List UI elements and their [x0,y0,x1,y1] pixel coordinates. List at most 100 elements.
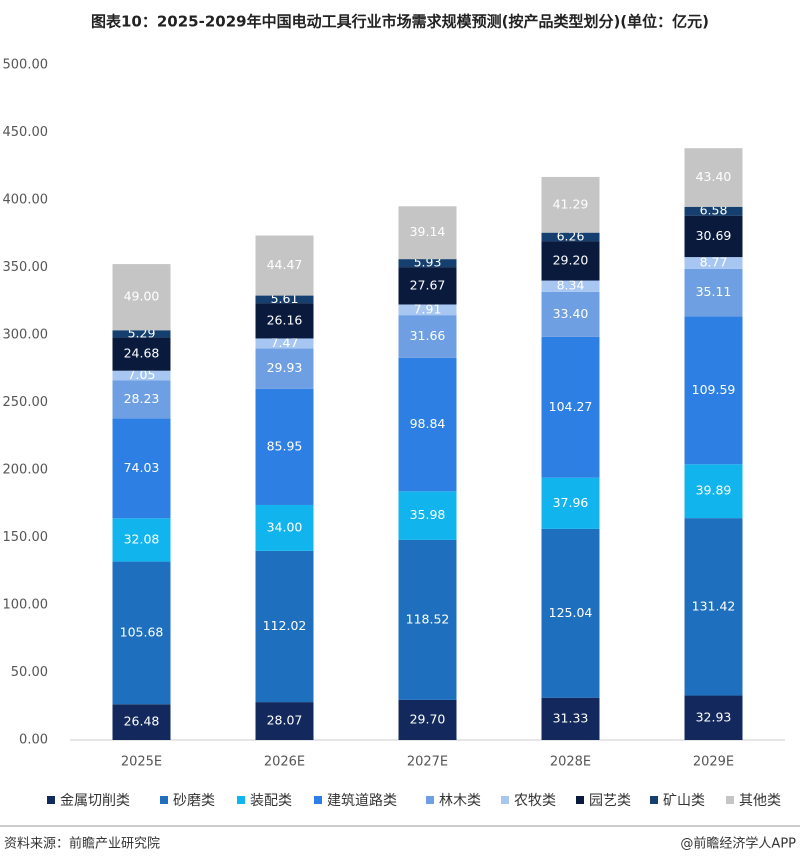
value-label: 32.08 [124,531,160,546]
value-label: 32.93 [696,709,732,724]
legend-label: 其他类 [739,793,781,809]
bar-segment [684,268,743,317]
bar-segment [541,528,600,698]
value-label: 31.33 [553,710,589,725]
bar-segment [112,330,171,338]
bar-segment [255,348,314,389]
x-tick-label: 2029E [693,755,734,770]
bar-segment [255,295,314,304]
value-label: 85.95 [267,438,303,453]
legend-label: 矿山类 [663,793,705,809]
value-label: 28.07 [267,713,303,728]
chart-title: 图表10：2025-2029年中国电动工具行业市场需求规模预测(按产品类型划分)… [91,13,709,31]
bar-segment [541,241,600,281]
bar-segment [112,380,171,419]
value-label: 8.77 [700,255,728,270]
y-tick-label: 500.00 [3,58,49,73]
value-label: 30.69 [696,228,732,243]
value-label: 26.48 [124,714,160,729]
value-label: 109.59 [692,382,736,397]
value-label: 31.66 [410,328,446,343]
value-label: 112.02 [263,618,307,633]
value-label: 35.11 [696,284,732,299]
legend-label: 农牧类 [514,793,556,809]
y-tick-label: 300.00 [3,328,49,343]
y-tick-label: 200.00 [3,463,49,478]
legend-swatch [726,796,734,804]
bar-segment [112,337,171,371]
legend-swatch [426,796,434,804]
value-label: 131.42 [692,598,736,613]
bar-segment [112,418,171,519]
legend-swatch [237,796,245,804]
value-label: 74.03 [124,460,160,475]
y-tick-label: 250.00 [3,395,49,410]
value-label: 37.96 [553,495,589,510]
bar-segment [684,257,743,269]
bar-segment [684,518,743,696]
bar-segment [398,539,457,700]
bar-segment [255,235,314,296]
value-label: 49.00 [124,289,160,304]
value-label: 39.89 [696,483,732,498]
x-tick-label: 2028E [550,755,591,770]
value-label: 44.47 [267,257,303,272]
source: 资料来源：前瞻产业研究院 [4,836,160,852]
legend-swatch [576,796,584,804]
bar-segment [398,357,457,492]
bar-segment [541,232,600,242]
value-label: 24.68 [124,346,160,361]
value-label: 41.29 [553,196,589,211]
value-label: 125.04 [549,605,593,620]
x-tick-label: 2025E [121,755,162,770]
bar-segment [255,550,314,703]
bar-segment [398,315,457,358]
bar-segment [398,206,457,260]
y-tick-label: 350.00 [3,260,49,275]
y-tick-label: 0.00 [19,733,48,748]
value-label: 29.93 [267,360,303,375]
legend-label: 金属切削类 [60,793,130,809]
bar-segment [684,215,743,258]
credit: @前瞻经济学人APP [680,836,796,852]
y-tick-label: 400.00 [3,193,49,208]
value-label: 105.68 [120,624,164,639]
bar-segment [541,336,600,478]
value-label: 7.05 [128,367,156,382]
value-label: 98.84 [410,416,446,431]
bar-segment [112,561,171,705]
legend-label: 装配类 [250,793,292,809]
bar-segment [398,699,457,740]
value-label: 104.27 [549,399,593,414]
value-label: 26.16 [267,312,303,327]
value-label: 7.91 [414,301,442,316]
legend-label: 建筑道路类 [327,793,397,809]
value-label: 7.47 [271,335,299,350]
legend-swatch [314,796,322,804]
value-label: 27.67 [410,277,446,292]
y-tick-label: 100.00 [3,598,49,613]
bar-segment [255,388,314,505]
bar-segment [398,304,457,316]
legend-swatch [47,796,55,804]
value-label: 29.20 [553,252,589,267]
legend-label: 砂磨类 [173,793,215,809]
bar-segment [541,697,600,740]
bar-segment [112,370,171,381]
bar-segment [255,504,314,551]
legend-label: 园艺类 [589,793,631,809]
legend-label: 林木类 [439,793,481,809]
bar-segment [255,338,314,349]
bar-segment [684,464,743,519]
y-tick-label: 50.00 [11,665,48,680]
y-tick-label: 150.00 [3,530,49,545]
legend-swatch [160,796,168,804]
legend-swatch [501,796,509,804]
bar-segment [541,477,600,529]
bar-segment [684,695,743,740]
bar-segment [255,303,314,339]
bar-segment [398,259,457,268]
value-label: 35.98 [410,507,446,522]
value-label: 34.00 [267,519,303,534]
